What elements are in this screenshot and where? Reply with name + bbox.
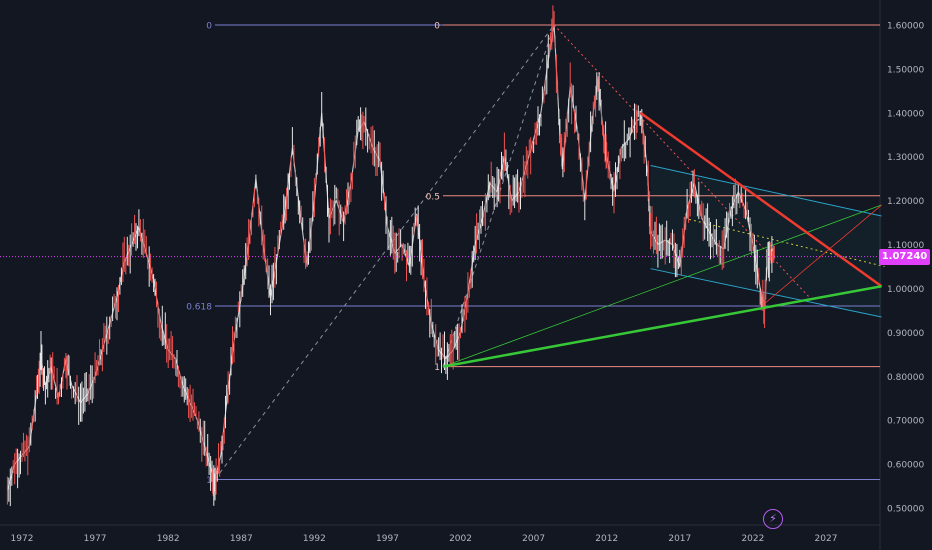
y-tick-label: 0.60000 bbox=[887, 461, 924, 471]
x-tick-label: 2017 bbox=[668, 534, 691, 544]
x-tick-label: 2027 bbox=[815, 534, 838, 544]
y-tick-label: 1.40000 bbox=[887, 109, 924, 119]
fib-level-label: 0.5 bbox=[426, 192, 440, 202]
fib-level-label: 1 bbox=[206, 476, 212, 486]
x-tick-label: 1982 bbox=[157, 534, 180, 544]
x-tick-label: 2002 bbox=[449, 534, 472, 544]
x-tick-label: 1972 bbox=[11, 534, 34, 544]
y-tick-label: 0.90000 bbox=[887, 329, 924, 339]
y-tick-label: 1.10000 bbox=[887, 241, 924, 251]
channel-fill bbox=[650, 165, 882, 317]
fib-trend-line-left bbox=[214, 24, 555, 480]
dotted-yellow-line bbox=[684, 217, 885, 267]
fib-level-label: 1 bbox=[434, 363, 440, 373]
y-tick-label: 1.30000 bbox=[887, 153, 924, 163]
fib-level-label: 0 bbox=[434, 22, 440, 32]
x-tick-label: 1997 bbox=[376, 534, 399, 544]
fib-level-label: 0 bbox=[206, 22, 212, 32]
y-tick-label: 0.50000 bbox=[887, 505, 924, 515]
x-tick-label: 1987 bbox=[230, 534, 253, 544]
y-tick-label: 0.80000 bbox=[887, 373, 924, 383]
x-tick-label: 2012 bbox=[595, 534, 618, 544]
red-thin-trend-line bbox=[761, 204, 882, 307]
green-thin-trend-line bbox=[442, 204, 882, 367]
x-tick-label: 2022 bbox=[741, 534, 764, 544]
fib-level-label: 0.618 bbox=[186, 303, 212, 313]
channel-upper-line bbox=[650, 165, 882, 217]
y-tick-label: 0.70000 bbox=[887, 417, 924, 427]
current-price-badge: 1.07240 bbox=[879, 249, 930, 265]
y-tick-label: 1.50000 bbox=[887, 65, 924, 75]
resistance-trend-line bbox=[639, 111, 883, 288]
y-tick-label: 1.20000 bbox=[887, 197, 924, 207]
y-tick-label: 1.00000 bbox=[887, 285, 924, 295]
x-tick-label: 2007 bbox=[522, 534, 545, 544]
x-tick-label: 1977 bbox=[84, 534, 107, 544]
y-tick-label: 1.60000 bbox=[887, 22, 924, 32]
x-tick-label: 1992 bbox=[303, 534, 326, 544]
lightning-icon[interactable]: ⚡ bbox=[763, 509, 783, 529]
support-trend-line bbox=[442, 285, 882, 368]
